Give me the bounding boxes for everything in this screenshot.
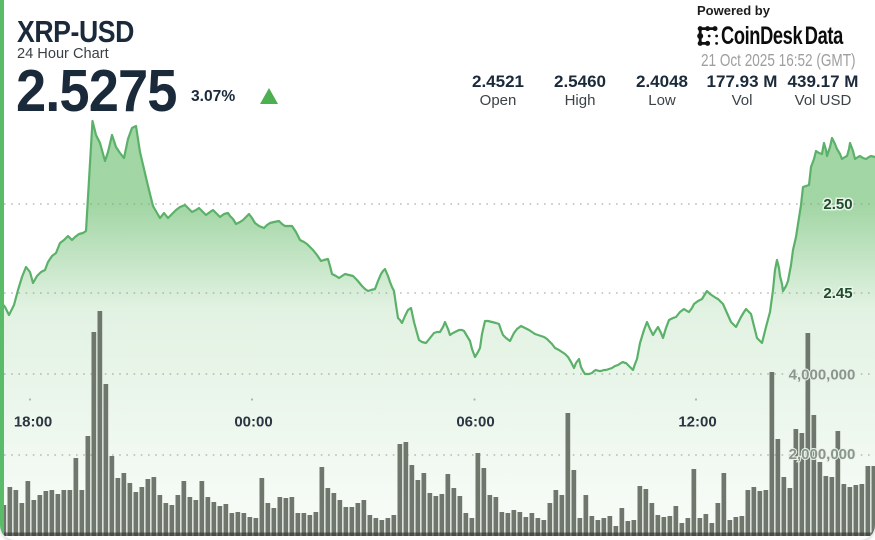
svg-text:2,000,000: 2,000,000	[789, 446, 856, 463]
svg-text:00:00: 00:00	[234, 414, 272, 431]
svg-text:12:00: 12:00	[678, 414, 716, 431]
svg-text:2.45: 2.45	[823, 285, 852, 302]
svg-text:4,000,000: 4,000,000	[789, 367, 856, 384]
svg-text:18:00: 18:00	[14, 414, 52, 431]
svg-text:2.50: 2.50	[823, 196, 852, 213]
svg-text:06:00: 06:00	[456, 414, 494, 431]
